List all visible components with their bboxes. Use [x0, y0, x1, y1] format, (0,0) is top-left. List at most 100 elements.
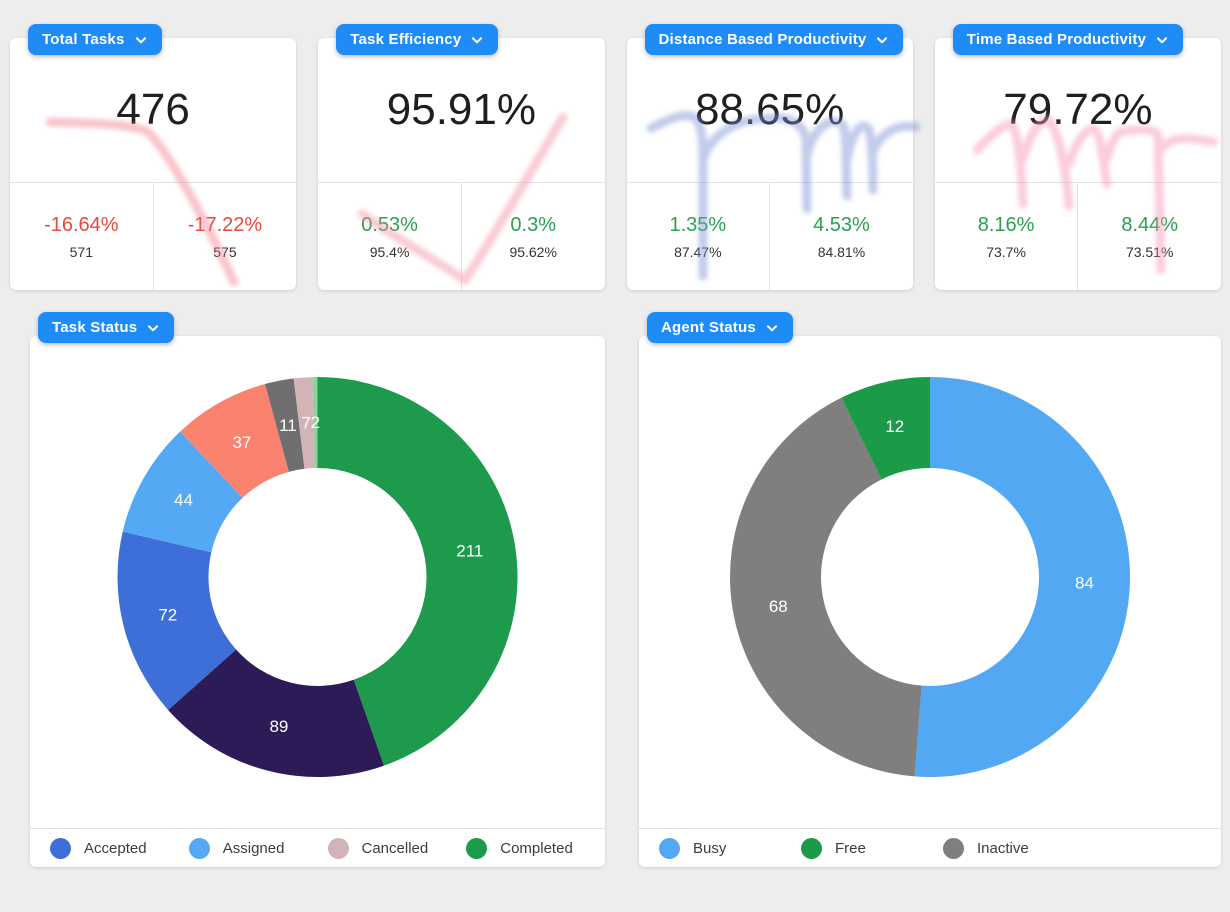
kpi-base-value: 73.51% — [1125, 243, 1174, 260]
slice-value-label: 211 — [456, 542, 483, 561]
donut-slice[interactable] — [180, 384, 289, 498]
donut-slice[interactable] — [168, 649, 384, 778]
slice-value-label: 44 — [174, 491, 193, 510]
agent-status-card: Agent Status 84 68 12 Busy Free Inactive — [639, 312, 1221, 867]
task-status-card: Task Status 211 89 72 44 37 11 7 2 Accepted Ass… — [30, 312, 605, 867]
chevron-down-icon — [148, 324, 159, 331]
slice-value-label: 84 — [1075, 573, 1094, 592]
legend-label: Inactive — [977, 839, 1029, 857]
kpi-delta: 4.53% — [813, 213, 870, 236]
kpi-card-task-efficiency: Task Efficiency 95.91% 0.53% 95.4% 0.3% … — [318, 24, 605, 290]
legend-item-assigned[interactable]: Assigned — [188, 837, 328, 859]
agent-status-donut-chart: 84 68 12 — [730, 377, 1131, 777]
kpi-delta: -16.64% — [44, 213, 119, 236]
legend-item-accepted[interactable]: Accepted — [50, 837, 189, 859]
kpi-card-title: Distance Based Productivity — [658, 31, 867, 48]
kpi-card-title: Time Based Productivity — [966, 31, 1147, 48]
donut-slice-inactive[interactable] — [730, 397, 922, 777]
slice-value-label: 12 — [885, 417, 904, 436]
kpi-comparison-cell: 4.53% 84.81% — [769, 183, 913, 290]
kpi-base-value: 95.62% — [509, 243, 557, 260]
kpi-card-distance-productivity: Distance Based Productivity 88.65% 1.35%… — [626, 24, 913, 290]
donut-slice[interactable] — [312, 377, 318, 469]
slice-value-label: 89 — [269, 717, 288, 736]
legend-item-busy[interactable]: Busy — [659, 837, 801, 859]
legend-swatch — [327, 837, 349, 859]
donut-slice-free[interactable] — [841, 377, 930, 480]
kpi-delta: 8.44% — [1121, 213, 1179, 236]
kpi-base-value: 73.7% — [986, 243, 1026, 260]
legend-label: Completed — [500, 839, 573, 857]
chevron-down-icon — [1157, 36, 1168, 43]
task-status-legend: Accepted Assigned Cancelled Completed — [30, 828, 605, 867]
donut-slice[interactable] — [264, 378, 305, 472]
kpi-comparison-cell: 1.35% 87.47% — [627, 183, 770, 290]
kpi-comparisons: 0.53% 95.4% 0.3% 95.62% — [318, 182, 605, 290]
donut-slice-accepted[interactable] — [117, 531, 237, 710]
time-productivity-menu-button[interactable]: Time Based Productivity — [952, 24, 1184, 55]
legend-item-free[interactable]: Free — [801, 837, 943, 859]
agent-status-chart-area: 84 68 12 — [639, 336, 1221, 828]
legend-swatch — [659, 837, 680, 859]
kpi-comparison-cell: 8.16% 73.7% — [935, 183, 1078, 290]
legend-label: Free — [835, 839, 866, 857]
legend-label: Assigned — [222, 839, 285, 857]
task-efficiency-menu-button[interactable]: Task Efficiency — [336, 24, 499, 55]
kpi-delta: 1.35% — [669, 213, 727, 236]
donut-slice-cancelled[interactable] — [293, 377, 315, 469]
kpi-base-value: 87.47% — [674, 243, 722, 260]
kpi-base-value: 84.81% — [817, 243, 866, 260]
kpi-comparison-cell: 0.53% 95.4% — [318, 183, 461, 290]
kpi-comparisons: 1.35% 87.47% 4.53% 84.81% — [626, 182, 913, 290]
legend-swatch — [188, 837, 210, 859]
slice-value-label: 68 — [769, 597, 788, 616]
kpi-row: Total Tasks 476 -16.64% 571 -17.22% 575 … — [0, 24, 1230, 290]
legend-swatch — [466, 837, 488, 859]
legend-swatch — [943, 837, 964, 859]
kpi-delta: 0.3% — [510, 213, 556, 236]
kpi-delta: 8.16% — [977, 213, 1035, 236]
chevron-down-icon — [766, 324, 777, 331]
agent-status-menu-button[interactable]: Agent Status — [647, 312, 793, 343]
kpi-value: 79.72% — [1003, 85, 1153, 134]
chevron-down-icon — [472, 36, 483, 43]
legend-swatch — [50, 837, 71, 859]
kpi-card-total-tasks: Total Tasks 476 -16.64% 571 -17.22% 575 — [10, 24, 297, 290]
kpi-card-title: Total Tasks — [42, 31, 125, 48]
kpi-comparison-cell: -16.64% 571 — [10, 183, 153, 290]
kpi-base-value: 575 — [213, 243, 237, 260]
legend-label: Accepted — [84, 839, 147, 857]
kpi-comparison-cell: -17.22% 575 — [152, 183, 297, 290]
kpi-comparison-cell: 0.3% 95.62% — [460, 183, 605, 290]
kpi-value: 95.91% — [386, 85, 536, 134]
slice-value-label: 7 — [301, 413, 310, 432]
legend-item-inactive[interactable]: Inactive — [943, 837, 1085, 859]
legend-item-completed[interactable]: Completed — [466, 837, 605, 859]
kpi-comparisons: -16.64% 571 -17.22% 575 — [10, 182, 297, 290]
chevron-down-icon — [135, 36, 146, 43]
total-tasks-menu-button[interactable]: Total Tasks — [28, 24, 162, 55]
slice-value-label: 72 — [158, 606, 177, 625]
agent-status-legend: Busy Free Inactive — [639, 828, 1221, 867]
chart-title: Task Status — [52, 319, 138, 336]
legend-label: Cancelled — [361, 839, 429, 857]
slice-value-label: 2 — [311, 413, 320, 432]
distance-productivity-menu-button[interactable]: Distance Based Productivity — [644, 24, 904, 55]
kpi-base-value: 95.4% — [369, 243, 410, 260]
donut-slice-completed[interactable] — [317, 377, 518, 766]
legend-swatch — [801, 837, 822, 859]
legend-label: Busy — [693, 839, 727, 857]
kpi-delta: 0.53% — [361, 213, 418, 236]
legend-item-cancelled[interactable]: Cancelled — [327, 837, 467, 859]
slice-value-label: 37 — [232, 433, 251, 452]
donut-slice-busy[interactable] — [914, 377, 1131, 777]
task-status-menu-button[interactable]: Task Status — [38, 312, 175, 343]
chart-title: Agent Status — [661, 319, 756, 336]
kpi-card-time-productivity: Time Based Productivity 79.72% 8.16% 73.… — [934, 24, 1221, 290]
donut-slice-assigned[interactable] — [122, 431, 243, 553]
kpi-card-title: Task Efficiency — [350, 31, 462, 48]
kpi-comparison-cell: 8.44% 73.51% — [1077, 183, 1221, 290]
slice-value-label: 11 — [279, 416, 297, 435]
kpi-comparisons: 8.16% 73.7% 8.44% 73.51% — [934, 182, 1221, 290]
